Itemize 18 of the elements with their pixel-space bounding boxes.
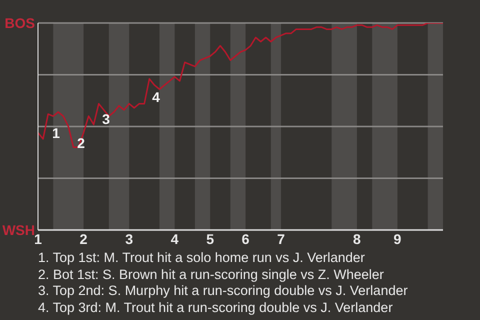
text: 2. Bot 1st: S. Brown hit a run-scoring single vs Z. Wheeler (38, 266, 385, 283)
x-tick-label: 9 (394, 230, 402, 247)
text: 1. Top 1st: M. Trout hit a solo home run vs J. Verlander (38, 250, 366, 266)
x-tick-label: 8 (353, 230, 362, 247)
x-tick-label: 4 (170, 230, 179, 247)
x-tick-label: 7 (277, 230, 286, 247)
annotation: 1 (52, 125, 60, 141)
text: WSH (2, 222, 35, 238)
x-tick-label: 5 (206, 230, 214, 247)
text: 3. Top 2nd: S. Murphy hit a run-scoring double vs J. Verlander (38, 283, 408, 300)
x-tick-label: 3 (125, 230, 134, 247)
x-tick-label: 2 (80, 230, 88, 247)
x-tick-label: 1 (34, 230, 42, 247)
annotation: 3 (102, 111, 110, 127)
ref-line-label: BOS (4, 15, 35, 31)
x-tick-label: 6 (242, 230, 250, 247)
annotation: 4 (152, 89, 160, 105)
text: 4. Top 3rd: M. Trout hit a run-scoring double vs J. Verlander (38, 300, 394, 316)
